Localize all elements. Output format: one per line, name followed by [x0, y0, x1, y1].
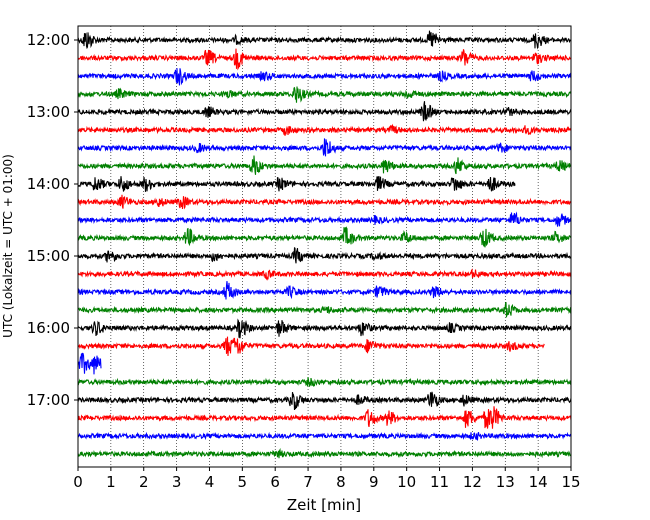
- y-axis-label: UTC (Lokalzeit = UTC + 01:00): [1, 154, 15, 338]
- x-tick-label: 5: [238, 473, 248, 491]
- trace-1315: [77, 123, 572, 136]
- trace-1330: [77, 138, 572, 157]
- trace-1215: [77, 48, 572, 71]
- x-tick-label: 11: [430, 473, 449, 491]
- trace-1345: [77, 155, 572, 175]
- x-tick-label: 3: [172, 473, 182, 491]
- trace-layer: [77, 30, 572, 459]
- y-tick-label: 12:00: [27, 31, 70, 49]
- y-tick-label: 15:00: [27, 247, 70, 265]
- x-tick-label: 9: [369, 473, 379, 491]
- x-tick-label: 13: [496, 473, 515, 491]
- x-tick-label: 1: [106, 473, 116, 491]
- y-tick-label: 14:00: [27, 175, 70, 193]
- x-axis-label: Zeit [min]: [287, 496, 361, 514]
- trace-1300: [77, 101, 572, 122]
- trace-1430: [77, 211, 572, 227]
- x-tick-label: 14: [529, 473, 548, 491]
- trace-1545: [77, 301, 572, 318]
- trace-1415: [77, 194, 572, 210]
- trace-1715: [77, 406, 572, 429]
- x-tick-label: 12: [463, 473, 482, 491]
- trace-1730: [77, 431, 572, 441]
- y-tick-label: 13:00: [27, 103, 70, 121]
- x-tick-label: 15: [561, 473, 580, 491]
- x-axis-ticks: 0 1 2 3 4 5 6 7 8 9 10 11 12 13 14 15: [73, 467, 581, 491]
- trace-1615: [77, 336, 545, 357]
- x-tick-label: 4: [205, 473, 215, 491]
- trace-1530: [77, 281, 572, 300]
- trace-1445: [77, 226, 572, 248]
- trace-1515: [77, 268, 572, 281]
- trace-1645: [77, 377, 572, 388]
- trace-1700: [77, 391, 572, 411]
- x-tick-label: 10: [397, 473, 416, 491]
- x-tick-label: 2: [139, 473, 149, 491]
- y-tick-label: 16:00: [27, 319, 70, 337]
- trace-1230: [77, 68, 572, 86]
- trace-1600: [77, 318, 572, 339]
- trace-1630: [77, 352, 102, 375]
- trace-1245: [77, 86, 572, 103]
- y-axis-ticks: 12:00 13:00 14:00 15:00 16:00 17:00: [27, 31, 78, 409]
- trace-1745: [77, 447, 572, 459]
- trace-1400: [77, 176, 516, 192]
- trace-1200: [77, 30, 571, 50]
- y-tick-label: 17:00: [27, 391, 70, 409]
- x-tick-label: 0: [73, 473, 83, 491]
- x-tick-label: 8: [336, 473, 346, 491]
- x-tick-label: 7: [303, 473, 313, 491]
- trace-1500: [77, 246, 572, 264]
- plot-frame: [77, 25, 572, 468]
- x-tick-label: 6: [270, 473, 280, 491]
